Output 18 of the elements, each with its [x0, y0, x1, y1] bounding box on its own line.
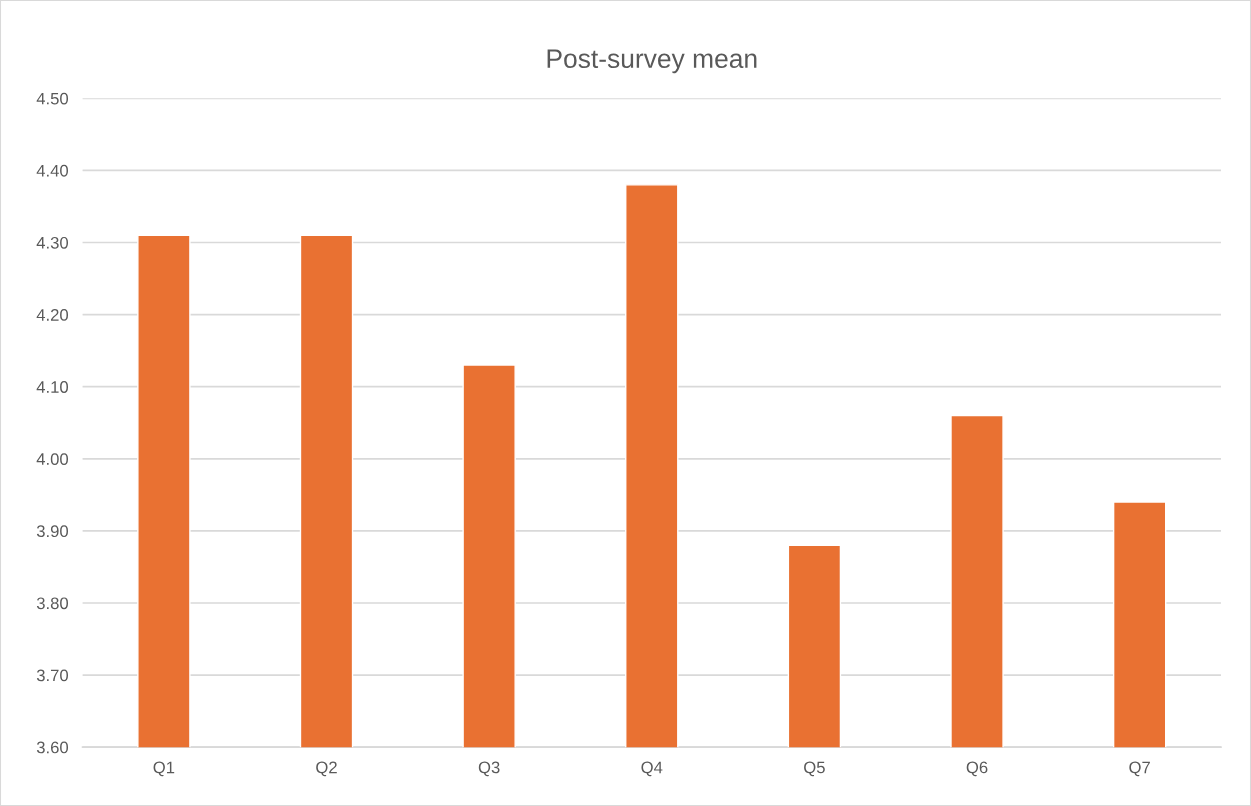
y-tick-label: 4.30: [36, 236, 69, 249]
y-tick-label: 4.40: [36, 164, 69, 177]
x-tick-label: Q4: [641, 761, 663, 777]
chart-title: Post-survey mean: [547, 49, 757, 74]
y-tick-label: 4.50: [36, 92, 69, 105]
y-tick-label: 3.70: [36, 669, 69, 682]
y-tick-label: 3.80: [36, 597, 69, 610]
y-tick-label: 4.00: [36, 453, 69, 465]
y-tick-label: 3.60: [36, 741, 69, 754]
x-tick-label: Q2: [316, 761, 337, 777]
y-tick-label: 3.90: [36, 525, 69, 538]
x-tick-label: Q1: [153, 761, 175, 777]
y-tick-label: 4.20: [36, 309, 69, 321]
x-tick-label: Q3: [478, 761, 500, 777]
x-tick-label: Q5: [804, 761, 825, 777]
x-tick-label: Q6: [966, 761, 988, 777]
x-tick-label: Q7: [1129, 761, 1150, 777]
y-tick-label: 4.10: [36, 381, 69, 393]
